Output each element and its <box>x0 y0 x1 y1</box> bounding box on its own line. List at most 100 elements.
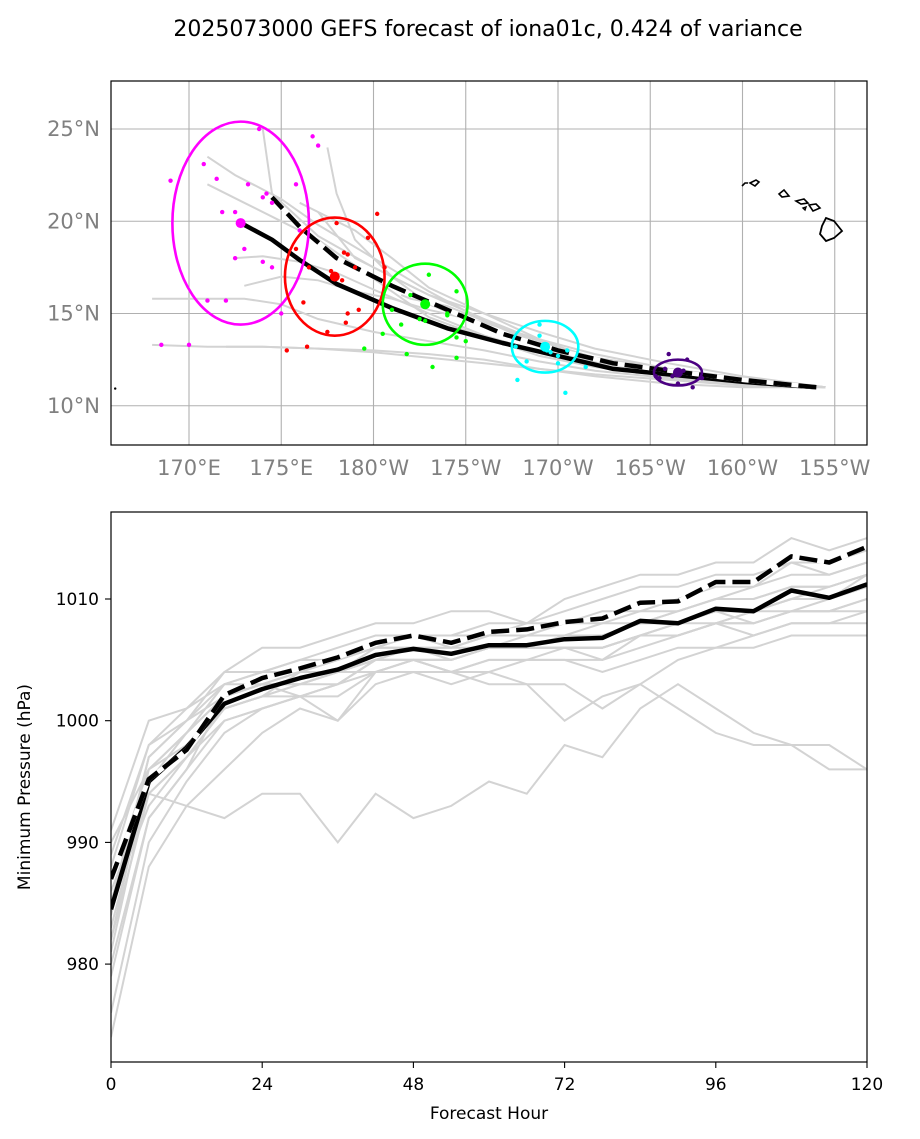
cluster-member-point <box>345 311 350 316</box>
cluster-member-point <box>214 176 219 182</box>
cluster-points <box>114 120 705 396</box>
cluster-ellipse <box>381 262 469 347</box>
map-ensemble-track <box>317 211 826 389</box>
cluster-member-point <box>417 316 422 322</box>
pressure-mean-solid <box>111 582 867 910</box>
map-y-tick-label: 10°N <box>47 394 100 418</box>
cluster-member-point <box>513 344 518 349</box>
cluster-member-point <box>168 178 173 183</box>
cluster-member-point <box>563 390 568 396</box>
pressure-x-tick-label: 0 <box>106 1075 117 1095</box>
cluster-member-point <box>269 265 275 270</box>
island-maui-east <box>807 203 822 212</box>
cluster-member-point <box>245 182 251 187</box>
map-x-tick-label: 180°W <box>338 456 410 480</box>
cluster-member-point <box>408 292 413 298</box>
cluster-member-point <box>301 300 306 305</box>
island-lanai <box>801 205 808 212</box>
cluster-center-point <box>420 299 431 310</box>
cluster-member-point <box>186 342 192 348</box>
cluster-member-point <box>537 322 542 327</box>
cluster-member-point <box>555 361 561 366</box>
cluster-member-point <box>325 329 330 335</box>
cluster-member-point <box>260 259 265 265</box>
cluster-member-point <box>343 320 349 325</box>
cluster-center-point <box>235 218 246 229</box>
pressure-ensemble-line <box>111 537 867 904</box>
cluster-member-point <box>293 182 299 187</box>
cluster-member-point <box>356 307 361 313</box>
cluster-member-point <box>159 342 164 348</box>
cluster-member-point <box>690 385 695 390</box>
cluster-member-point <box>454 289 459 294</box>
island-molokai <box>777 188 791 198</box>
pressure-y-tick-label: 1000 <box>56 712 99 732</box>
map-x-tick-label: 170°W <box>522 456 594 480</box>
map-x-tick-label: 170°E <box>157 456 221 480</box>
cluster-member-point <box>328 268 334 274</box>
map-ensemble-track <box>152 297 826 389</box>
island-big-island <box>819 216 844 243</box>
origin-marker <box>114 387 117 390</box>
cluster-member-point <box>565 348 570 353</box>
ensemble-member-tracks <box>152 128 826 389</box>
map-longitude-ticks: 170°E 175°E 180°W 175°W 170°W 165°W 160°W 155°W <box>157 456 871 480</box>
pressure-x-tick-label: 24 <box>251 1075 273 1095</box>
map-x-tick-label: 155°W <box>799 456 871 480</box>
pressure-y-tick-label: 980 <box>67 955 99 975</box>
cluster-member-point <box>293 246 299 252</box>
cluster-member-point <box>310 134 315 139</box>
cluster-member-point <box>422 318 428 324</box>
track-map-panel: 170°E 175°E 180°W 175°W 170°W 165°W 160°W 155°W… <box>47 80 871 480</box>
map-mean-track-dashed <box>270 195 817 390</box>
cluster-member-point <box>454 335 459 340</box>
pressure-x-tick-label: 72 <box>554 1075 576 1095</box>
cluster-member-point <box>306 265 312 270</box>
cluster-member-point <box>220 209 225 215</box>
map-x-tick-label: 165°W <box>615 456 687 480</box>
cluster-member-point <box>269 200 275 205</box>
cluster-member-point <box>445 313 450 318</box>
cluster-member-point <box>334 220 339 226</box>
map-y-tick-label: 25°N <box>47 117 100 141</box>
pressure-axes-frame <box>110 511 868 1063</box>
pressure-ensemble-line <box>111 561 867 916</box>
cluster-ellipse <box>510 319 580 374</box>
cluster-member-point <box>365 235 371 241</box>
cluster-member-point <box>242 246 247 252</box>
pressure-ensemble-line <box>111 670 867 1038</box>
cluster-member-point <box>279 311 284 316</box>
pressure-ensemble-line <box>111 634 867 941</box>
map-latitude-ticks: 10°N 15°N 20°N 25°N <box>47 117 100 418</box>
hawaii-islands <box>741 179 844 243</box>
map-x-tick-label: 160°W <box>707 456 779 480</box>
cluster-member-point <box>537 333 542 338</box>
pressure-mean-dashed-bg <box>111 544 867 880</box>
map-y-tick-label: 15°N <box>47 302 100 326</box>
pressure-ensemble-line <box>111 622 867 965</box>
cluster-member-point <box>260 195 265 200</box>
y-axis-label: Minimum Pressure (hPa) <box>15 684 35 890</box>
cluster-member-point <box>339 278 345 283</box>
cluster-member-point <box>583 364 588 370</box>
cluster-member-point <box>430 364 435 370</box>
cluster-member-point <box>304 344 310 349</box>
pressure-mean-dashed <box>111 544 867 880</box>
cluster-member-point <box>426 272 432 277</box>
map-x-tick-label: 175°W <box>430 456 502 480</box>
pressure-x-ticks: 0 24 48 72 96 120 <box>106 1062 883 1095</box>
map-axes-frame <box>110 80 868 446</box>
pressure-ensemble-line <box>111 585 867 928</box>
cluster-member-point <box>389 307 395 313</box>
island-kauai <box>741 182 748 187</box>
cluster-ellipse <box>171 120 311 326</box>
pressure-ensemble-line <box>111 573 867 880</box>
map-gridlines <box>111 81 867 445</box>
cluster-member-point <box>524 359 529 364</box>
cluster-member-point <box>548 350 553 355</box>
cluster-member-point <box>345 252 350 257</box>
cluster-member-point <box>352 265 358 270</box>
island-oahu <box>748 179 761 188</box>
map-y-tick-label: 20°N <box>47 209 100 233</box>
